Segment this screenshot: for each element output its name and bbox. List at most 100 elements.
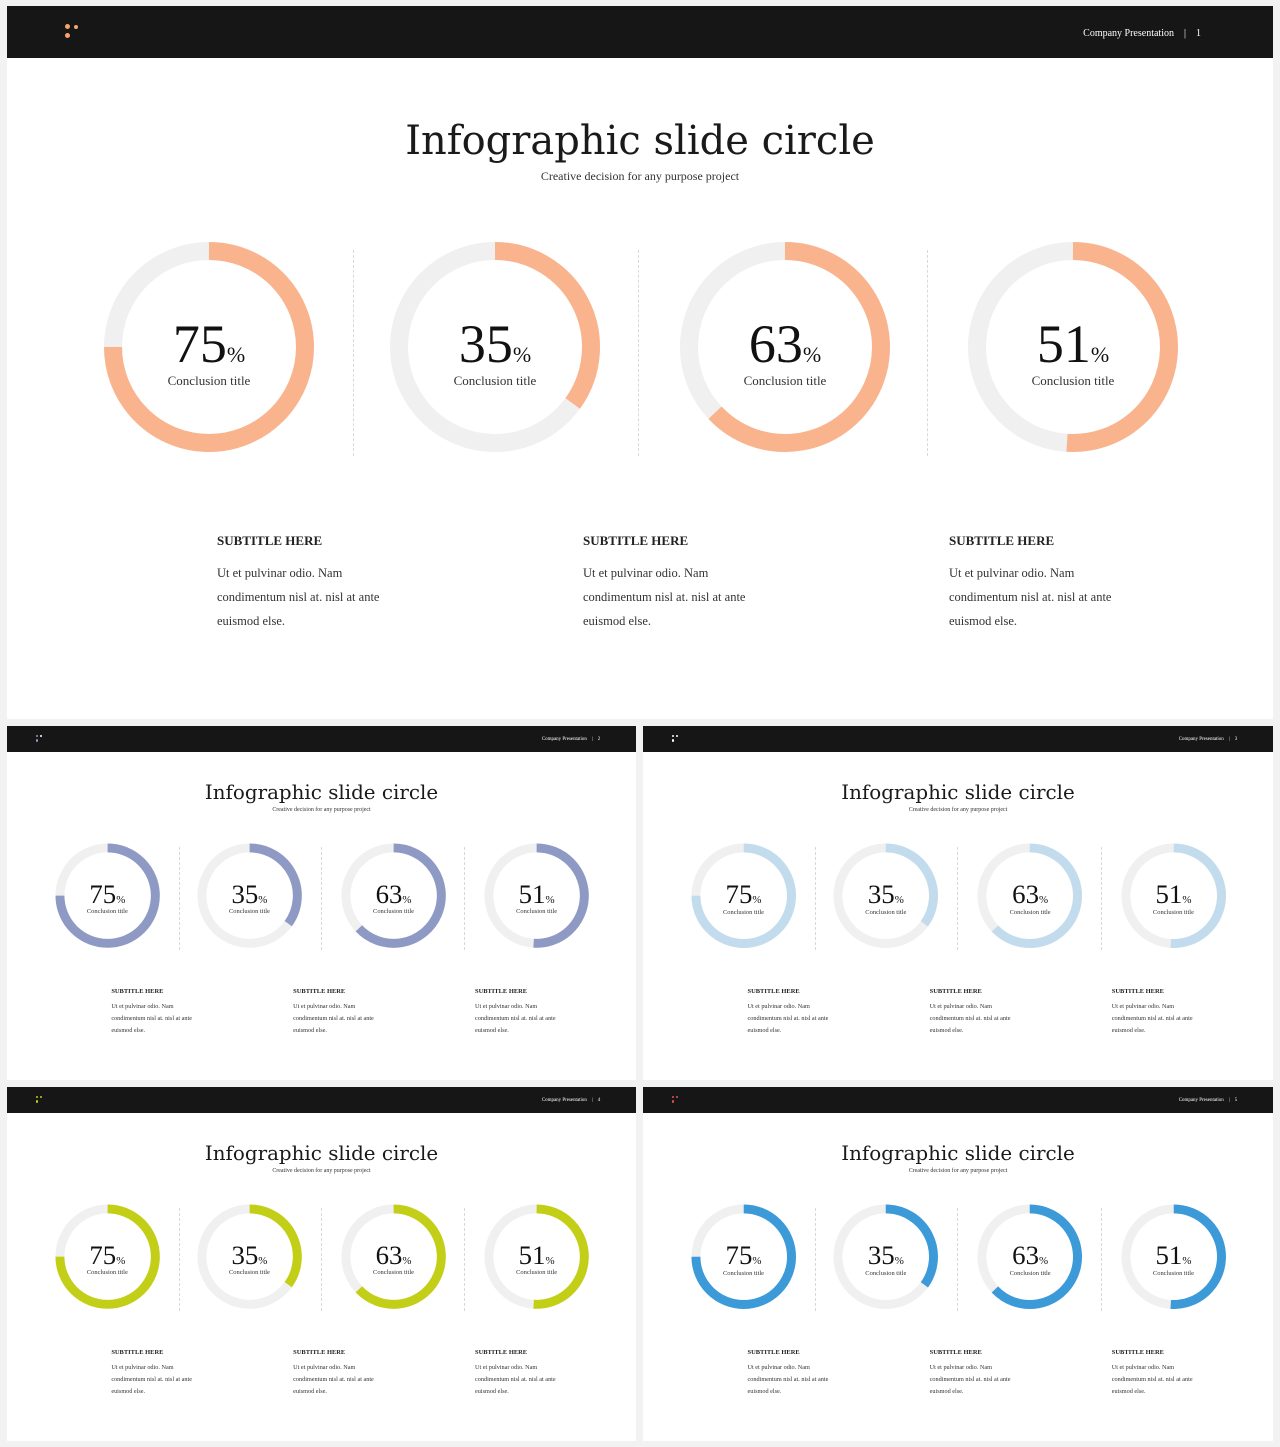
progress-ring: 35% Conclusion title <box>829 839 942 952</box>
ring-label: Conclusion title <box>743 373 827 388</box>
description-line: Ut et pulvinar odio. Nam <box>747 1003 810 1011</box>
header-info: Company Presentation | 3 <box>1179 737 1237 742</box>
ring-number: 63 <box>375 878 403 909</box>
description-line: Ut et pulvinar odio. Nam <box>293 1002 356 1010</box>
ring-value: 63% <box>337 1241 450 1269</box>
ring-percent-sign: % <box>1039 1254 1049 1267</box>
ring-percent-sign: % <box>512 342 532 367</box>
ring-number: 51 <box>1036 314 1091 374</box>
progress-ring: 51% Conclusion title <box>1117 1200 1230 1313</box>
ring-progress-arc <box>55 1204 160 1309</box>
ring-number: 35 <box>458 314 513 374</box>
ring-number: 63 <box>1012 1239 1040 1270</box>
description-line: Ut et pulvinar odio. Nam <box>929 1003 992 1011</box>
description-line: euismod else. <box>1111 1388 1146 1396</box>
ring-percent-sign: % <box>116 893 126 906</box>
ring-value: 63% <box>671 317 899 371</box>
progress-ring: 35% Conclusion title <box>193 839 306 952</box>
description-line: Ut et pulvinar odio. Nam <box>929 1364 992 1372</box>
ring-progress-arc <box>992 1204 1083 1309</box>
ring-chart <box>833 1204 939 1309</box>
ring-label: Conclusion title <box>1009 908 1051 916</box>
ring-percent-sign: % <box>545 1254 555 1267</box>
ring-progress-arc <box>355 1204 446 1309</box>
ring-label: Conclusion title <box>228 908 270 916</box>
description-line: condimentum nisl at. nisl at ante <box>583 590 746 604</box>
ring-progress-arc <box>1170 843 1226 948</box>
description-block: SUBTITLE HERE Ut et pulvinar odio. Nam con… <box>475 988 556 1037</box>
ring-percent-sign: % <box>894 1254 904 1267</box>
ring-value: 75% <box>51 1241 164 1269</box>
description-line: euismod else. <box>475 1026 509 1034</box>
ring-number: 51 <box>1155 878 1183 909</box>
ring-number: 75 <box>725 1239 753 1270</box>
ring-progress-arc <box>104 242 314 452</box>
description-block: SUBTITLE HERE Ut et pulvinar odio. Nam con… <box>217 533 379 633</box>
ring-progress-arc <box>691 843 796 948</box>
ring-chart <box>691 1204 796 1309</box>
description-line: euismod else. <box>111 1387 146 1395</box>
description-body: Ut et pulvinar odio. Nam condimentum nisl… <box>930 1362 1011 1398</box>
slide-title: Infographic slide circle <box>841 1141 1075 1165</box>
ring-progress-arc <box>885 843 939 927</box>
ring-label: Conclusion title <box>86 1269 128 1277</box>
ring-value: 75% <box>687 1239 800 1270</box>
ring-chart <box>968 242 1178 452</box>
progress-ring: 63% Conclusion title <box>337 1200 450 1313</box>
description-line: condimentum nisl at. nisl at ante <box>111 1014 192 1022</box>
description-title: SUBTITLE HERE <box>1111 1349 1164 1357</box>
ring-number: 35 <box>867 1239 895 1270</box>
description-title: SUBTITLE HERE <box>747 1349 800 1357</box>
ring-value: 63% <box>337 878 450 909</box>
progress-ring: 63% Conclusion title <box>671 233 899 461</box>
description-block: SUBTITLE HERE Ut et pulvinar odio. Nam con… <box>1112 1349 1193 1398</box>
description-title: SUBTITLE HERE <box>583 533 689 548</box>
header-separator: | <box>1183 28 1186 39</box>
progress-ring: 51% Conclusion title <box>1117 839 1230 952</box>
slide-2[interactable]: Company Presentation | 2 Infographic slide … <box>7 726 636 1080</box>
description-body: Ut et pulvinar odio. Nam condimentum nisl… <box>475 1362 556 1398</box>
slide-1[interactable]: Company Presentation | 1 Infographic slide … <box>7 6 1273 719</box>
description-line: condimentum nisl at. nisl at ante <box>475 1375 556 1383</box>
slide-title: Infographic slide circle <box>405 118 875 164</box>
column-divider <box>464 847 466 950</box>
progress-ring: 51% Conclusion title <box>959 233 1187 461</box>
progress-ring: 63% Conclusion title <box>973 839 1086 952</box>
progress-ring: 35% Conclusion title <box>381 233 609 461</box>
ring-label: Conclusion title <box>373 1269 414 1277</box>
progress-ring: 75% Conclusion title <box>95 233 323 461</box>
ring-progress-arc <box>355 843 446 948</box>
ring-percent-sign: % <box>752 893 762 906</box>
ring-number: 51 <box>518 878 546 909</box>
column-divider <box>178 1208 180 1311</box>
slide-subtitle: Creative decision for any purpose projec… <box>908 1168 1008 1175</box>
description-line: euismod else. <box>929 1027 964 1035</box>
column-divider <box>464 1208 466 1311</box>
header-info: Company Presentation | 5 <box>1179 1098 1237 1103</box>
slide-3[interactable]: Company Presentation | 3 Infographic slide … <box>643 726 1273 1080</box>
ring-number: 75 <box>172 314 227 374</box>
description-line: condimentum nisl at. nisl at ante <box>475 1014 556 1022</box>
slide-5[interactable]: Company Presentation | 5 Infographic slide … <box>643 1087 1273 1441</box>
ring-progress-arc <box>249 1204 302 1288</box>
company-label: Company Presentation <box>541 736 587 742</box>
ring-progress-arc <box>1170 1204 1226 1309</box>
ring-value: 51% <box>480 878 593 909</box>
slide-subtitle: Creative decision for any purpose projec… <box>540 169 740 183</box>
ring-label: Conclusion title <box>1152 908 1194 916</box>
description-block: SUBTITLE HERE Ut et pulvinar odio. Nam con… <box>748 988 829 1037</box>
progress-ring: 51% Conclusion title <box>480 1200 593 1313</box>
ring-progress-arc <box>533 1204 589 1309</box>
progress-ring: 63% Conclusion title <box>973 1200 1086 1313</box>
ring-label: Conclusion title <box>228 1269 270 1277</box>
description-line: euismod else. <box>293 1026 327 1034</box>
description-block: SUBTITLE HERE Ut et pulvinar odio. Nam con… <box>930 1349 1011 1398</box>
ring-progress-arc <box>55 843 160 948</box>
description-line: Ut et pulvinar odio. Nam <box>949 566 1075 580</box>
description-block: SUBTITLE HERE Ut et pulvinar odio. Nam con… <box>293 988 374 1037</box>
slide-4[interactable]: Company Presentation | 4 Infographic slide … <box>7 1087 636 1441</box>
ring-percent-sign: % <box>1039 893 1049 906</box>
description-line: Ut et pulvinar odio. Nam <box>1111 1003 1175 1011</box>
ring-progress-arc <box>885 1204 939 1288</box>
description-block: SUBTITLE HERE Ut et pulvinar odio. Nam con… <box>930 988 1011 1037</box>
